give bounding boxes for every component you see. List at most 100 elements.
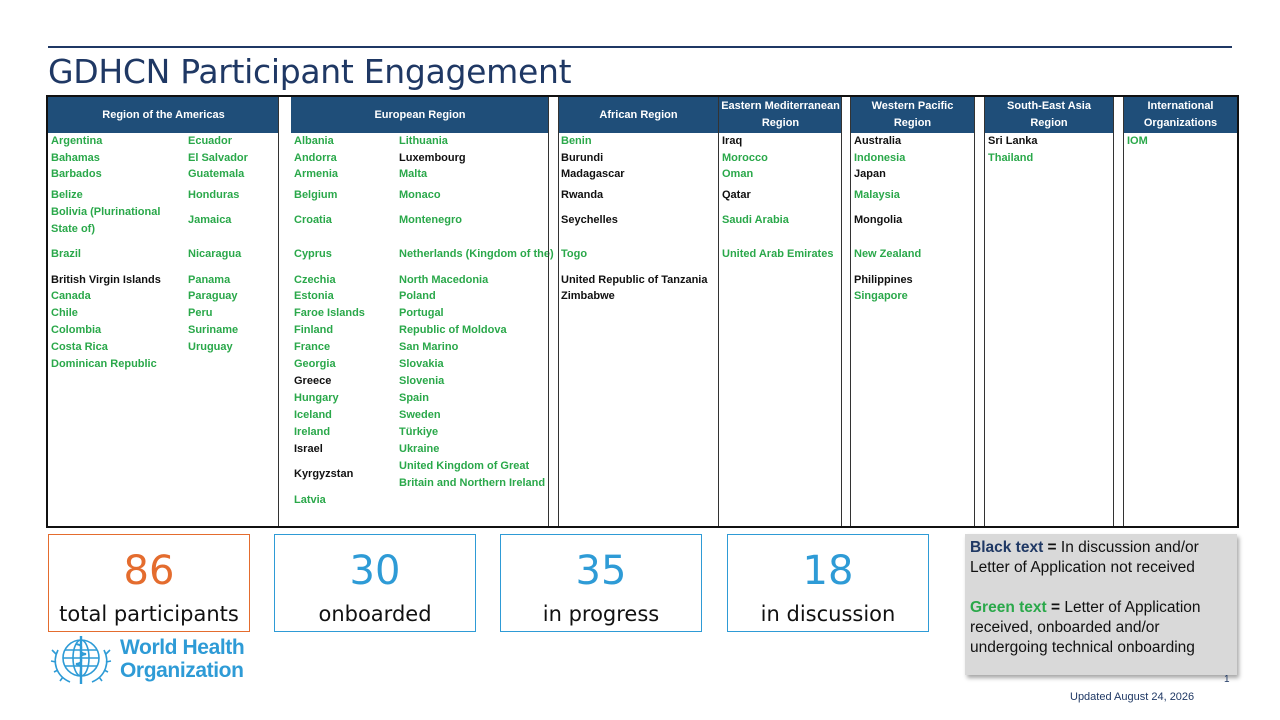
americas-list: Argentina Bahamas Barbados Belize Bolivia (P… <box>48 133 279 526</box>
country-entry: Sweden <box>399 409 441 421</box>
header-african: African Region <box>558 97 719 133</box>
country-entry: Ecuador <box>188 135 233 147</box>
column-americas: Region of the Americas Argentina Bahamas B… <box>48 97 279 526</box>
country-entry: Colombia <box>51 324 102 336</box>
stat-in-discussion: 18 in discussion <box>727 534 929 632</box>
country-entry: Madagascar <box>561 168 625 180</box>
legend-black-desc: In discussion and/or Letter of Applicati… <box>970 539 1199 576</box>
international-list: IOM <box>1124 133 1237 526</box>
south-east-asia-list: Sri Lanka Thailand <box>985 133 1113 526</box>
country-entry: United Republic of Tanzania <box>561 274 708 286</box>
country-entry: Spain <box>399 392 429 404</box>
column-divider <box>841 97 842 526</box>
country-entry: Lithuania <box>399 135 448 147</box>
country-entry: Andorra <box>294 152 337 164</box>
country-entry: Finland <box>294 324 334 336</box>
stat-value: 30 <box>349 548 401 594</box>
color-legend: Black text = In discussion and/or Letter… <box>965 534 1237 675</box>
country-entry: New Zealand <box>854 248 922 260</box>
header-south-east-asia: South-East Asia Region <box>985 97 1113 133</box>
column-divider <box>278 97 279 526</box>
country-entry: Philippines <box>854 274 913 286</box>
european-list: Albania Andorra Armenia Belgium Croatia Cypru… <box>291 133 554 526</box>
country-entry: Armenia <box>294 168 339 180</box>
country-entry: Rwanda <box>561 189 604 201</box>
country-entry: Faroe Islands <box>294 307 365 319</box>
country-entry: Panama <box>188 274 231 286</box>
legend-black-key: Black text <box>970 539 1044 556</box>
country-entry: El Salvador <box>188 152 248 164</box>
country-entry: Poland <box>399 290 436 302</box>
legend-green-desc: Letter of Application received, onboarde… <box>970 599 1201 656</box>
header-western-pacific: Western Pacific Region <box>851 97 974 133</box>
country-entry: Monaco <box>399 189 441 201</box>
country-entry: Georgia <box>294 358 336 370</box>
legend-equals: = <box>1050 599 1061 616</box>
country-entry: North Macedonia <box>399 274 489 286</box>
country-entry: Chile <box>51 307 78 319</box>
column-african: African Region Benin Burundi Madagascar Rwa… <box>558 97 719 526</box>
country-entry: Mongolia <box>854 214 903 226</box>
stat-value: 35 <box>575 548 627 594</box>
country-entry: Guatemala <box>188 168 245 180</box>
country-entry: British Virgin Islands <box>51 274 161 286</box>
country-entry: Jamaica <box>188 214 232 226</box>
legend-equals: = <box>1047 539 1057 556</box>
page-number: 1 <box>1224 674 1230 685</box>
country-entry: Indonesia <box>854 152 906 164</box>
country-entry: Thailand <box>988 152 1034 164</box>
country-entry: Greece <box>294 375 332 387</box>
country-entry: Czechia <box>294 274 336 286</box>
country-entry: Ukraine <box>399 443 440 455</box>
country-entry: Republic of Moldova <box>399 324 507 336</box>
country-entry: Türkiye <box>399 426 439 438</box>
country-entry: Paraguay <box>188 290 238 302</box>
country-entry: Argentina <box>51 135 103 147</box>
country-entry: Belgium <box>294 189 338 201</box>
african-list: Benin Burundi Madagascar Rwanda Seychelles To… <box>558 133 719 526</box>
country-entry: Japan <box>854 168 886 180</box>
country-entry: Burundi <box>561 152 604 164</box>
header-eastern-mediterranean: Eastern Mediterranean Region <box>719 97 842 133</box>
column-international: International Organizations IOM <box>1124 97 1237 526</box>
country-entry: France <box>294 341 331 353</box>
country-entry: Suriname <box>188 324 239 336</box>
country-entry: Israel <box>294 443 323 455</box>
participant-table: Region of the Americas Argentina Bahamas B… <box>46 95 1239 528</box>
title-rule <box>48 46 1232 48</box>
country-entry: Oman <box>722 168 754 180</box>
country-entry: Saudi Arabia <box>722 214 789 226</box>
country-entry: Montenegro <box>399 214 462 226</box>
logo-line-1: World Health <box>120 636 245 659</box>
who-emblem-icon <box>50 636 112 684</box>
who-logo-text: World Health Organization <box>120 636 245 682</box>
stat-value: 18 <box>802 548 854 594</box>
country-entry: Belize <box>51 189 83 201</box>
country-entry: Honduras <box>188 189 240 201</box>
country-entry: Kyrgyzstan <box>294 468 354 480</box>
header-americas: Region of the Americas <box>48 97 279 133</box>
country-entry: Iraq <box>722 135 743 147</box>
page-title: GDHCN Participant Engagement <box>48 52 572 91</box>
western-pacific-list: Australia Indonesia Japan Malaysia Mongolia N… <box>851 133 974 526</box>
column-divider <box>558 97 559 526</box>
country-entry: Malaysia <box>854 189 900 201</box>
country-entry: Malta <box>399 168 428 180</box>
stat-onboarded: 30 onboarded <box>274 534 476 632</box>
legend-green-key: Green text <box>970 599 1047 616</box>
column-divider <box>718 97 719 526</box>
eastern-mediterranean-list: Iraq Morocco Oman Qatar Saudi Arabia United A… <box>719 133 842 526</box>
legend-green: Green text = Letter of Application recei… <box>970 598 1232 658</box>
header-international: International Organizations <box>1124 97 1237 133</box>
column-divider <box>974 97 975 526</box>
legend-black: Black text = In discussion and/or Letter… <box>970 538 1232 578</box>
country-entry: Singapore <box>854 290 908 302</box>
column-european: European Region Albania Andorra Armenia Bel… <box>291 97 554 526</box>
stat-label: total participants <box>59 602 239 626</box>
country-entry: Latvia <box>294 494 326 506</box>
stat-value: 86 <box>123 548 175 594</box>
country-entry: San Marino <box>399 341 459 353</box>
country-entry: Luxembourg <box>399 152 466 164</box>
column-divider <box>548 97 549 526</box>
column-divider <box>850 97 851 526</box>
